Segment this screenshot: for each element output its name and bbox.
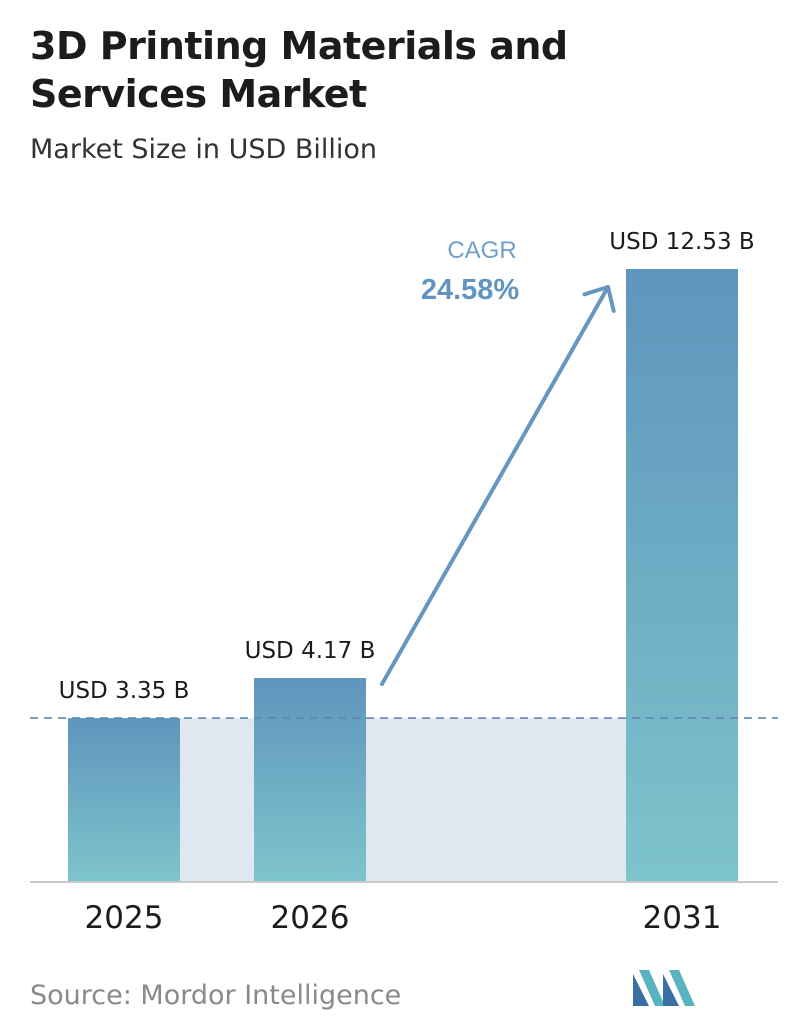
- data-label-2025: USD 3.35 B: [59, 678, 190, 704]
- mordor-intelligence-logo: [633, 970, 695, 1006]
- x-tick-label-2026: 2026: [271, 900, 350, 936]
- bar-2025: [68, 718, 180, 882]
- x-tick-label-2031: 2031: [643, 900, 722, 936]
- chart-title: 3D Printing Materials and Services Marke…: [30, 24, 568, 116]
- cagr-arrow: [380, 285, 616, 686]
- source-note: Source: Mordor Intelligence: [30, 980, 402, 1011]
- bar-2026: [254, 677, 366, 882]
- data-label-2031: USD 12.53 B: [609, 229, 754, 255]
- bar-2031: [626, 269, 738, 882]
- cagr-label: CAGR: [447, 237, 516, 264]
- cagr-value: 24.58%: [421, 274, 520, 306]
- x-tick-label-2025: 2025: [85, 900, 164, 936]
- data-label-2026: USD 4.17 B: [245, 638, 376, 664]
- chart-subtitle: Market Size in USD Billion: [30, 134, 378, 165]
